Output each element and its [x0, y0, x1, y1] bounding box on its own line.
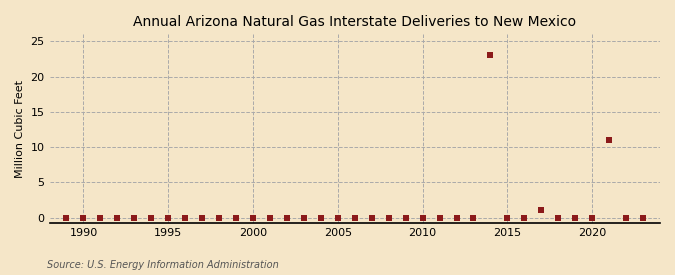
Point: [196, 215, 207, 220]
Point: [553, 215, 564, 220]
Point: [417, 215, 428, 220]
Point: [621, 215, 632, 220]
Point: [638, 215, 649, 220]
Point: [383, 215, 394, 220]
Point: [434, 215, 445, 220]
Point: [519, 215, 530, 220]
Point: [332, 215, 343, 220]
Point: [146, 215, 157, 220]
Point: [61, 215, 72, 220]
Point: [603, 138, 614, 142]
Point: [163, 215, 173, 220]
Point: [231, 215, 242, 220]
Point: [367, 215, 377, 220]
Point: [502, 215, 513, 220]
Point: [485, 53, 496, 58]
Point: [451, 215, 462, 220]
Point: [265, 215, 275, 220]
Point: [180, 215, 190, 220]
Point: [95, 215, 106, 220]
Point: [587, 215, 597, 220]
Point: [468, 215, 479, 220]
Point: [400, 215, 411, 220]
Title: Annual Arizona Natural Gas Interstate Deliveries to New Mexico: Annual Arizona Natural Gas Interstate De…: [133, 15, 576, 29]
Point: [112, 215, 123, 220]
Point: [315, 215, 326, 220]
Y-axis label: Million Cubic Feet: Million Cubic Feet: [15, 80, 25, 178]
Point: [536, 208, 547, 213]
Point: [350, 215, 360, 220]
Point: [570, 215, 580, 220]
Point: [281, 215, 292, 220]
Point: [248, 215, 259, 220]
Point: [129, 215, 140, 220]
Text: Source: U.S. Energy Information Administration: Source: U.S. Energy Information Administ…: [47, 260, 279, 270]
Point: [214, 215, 225, 220]
Point: [78, 215, 89, 220]
Point: [298, 215, 309, 220]
